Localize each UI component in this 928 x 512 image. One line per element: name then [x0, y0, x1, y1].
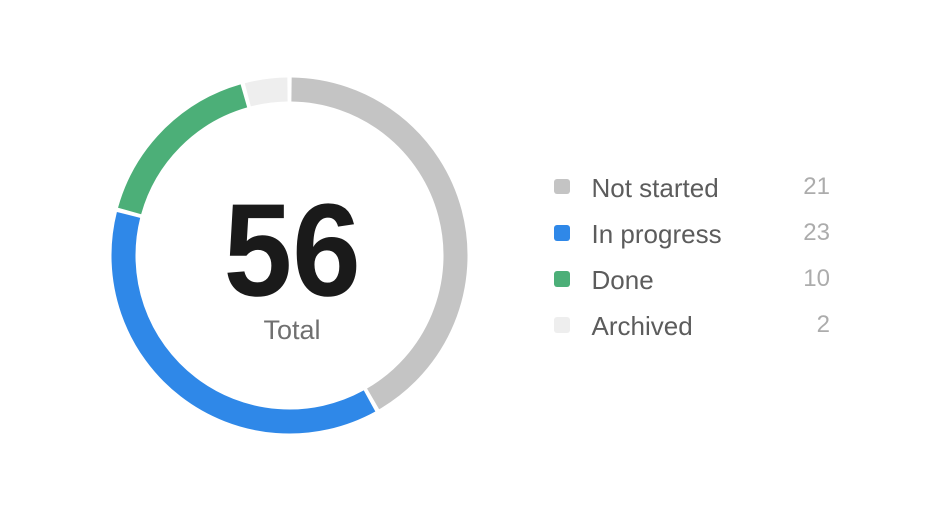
svg-text:56: 56 [224, 177, 361, 325]
